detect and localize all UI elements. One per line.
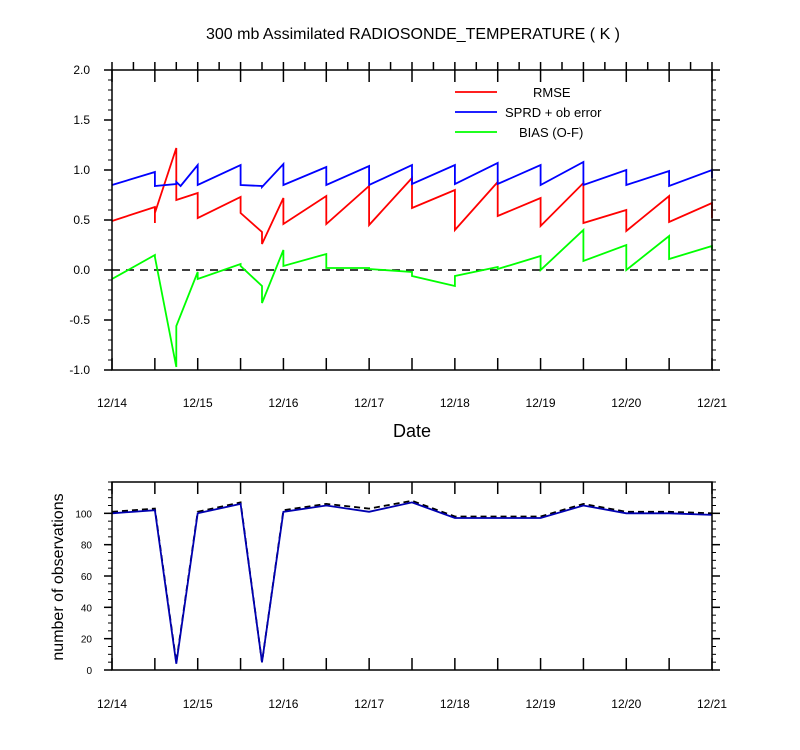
bottom-y-tick-labels: 0 20 40 60 80 100 [75,509,92,677]
series-line-possible [111,499,713,663]
series-line-sprd-ob-error [111,160,713,190]
chart-title: 300 mb Assimilated RADIOSONDE_TEMPERATUR… [206,26,620,43]
legend-label-rmse: RMSE [533,85,571,100]
y-tick-label: 20 [81,635,93,646]
y-tick-label: 100 [75,509,92,520]
top-plot-series [111,147,713,368]
x-tick-label: 12/19 [526,697,556,711]
bottom-x-tick-labels: 12/14 12/15 12/16 12/17 12/18 12/19 12/20 12/21 [97,697,727,711]
series-line-assimilated [111,501,713,664]
y-tick-label: 0 [86,666,92,677]
series-line-rmse [111,147,713,245]
top-plot-ticks [104,62,720,371]
x-tick-label: 12/19 [526,396,556,410]
legend-label-bias: BIAS (O-F) [519,125,583,140]
x-tick-label: 12/21 [697,396,727,410]
x-tick-label: 12/18 [440,396,470,410]
x-tick-label: 12/21 [697,697,727,711]
top-y-tick-labels: -1.0 -0.5 0.0 0.5 1.0 1.5 2.0 [69,63,90,377]
x-tick-label: 12/14 [97,697,127,711]
legend: RMSE SPRD + ob error BIAS (O-F) [455,85,602,140]
series-line-bias-o-f [111,227,713,368]
y-axis-title-observations: number of observations [50,493,67,660]
bottom-plot-frame [111,481,713,671]
y-tick-label: 2.0 [73,63,90,77]
x-tick-label: 12/17 [354,697,384,711]
top-x-tick-labels: 12/14 12/15 12/16 12/17 12/18 12/19 12/20 12/21 [97,396,727,410]
y-tick-label: 1.0 [73,163,90,177]
x-tick-label: 12/16 [268,697,298,711]
y-tick-label: 40 [81,603,93,614]
x-tick-label: 12/15 [183,396,213,410]
y-tick-label: 60 [81,572,93,583]
x-tick-label: 12/20 [611,396,641,410]
x-tick-label: 12/15 [183,697,213,711]
x-tick-label: 12/20 [611,697,641,711]
bottom-plot-ticks [104,481,720,671]
y-tick-label: 80 [81,541,93,552]
top-plot-frame [111,69,713,371]
legend-label-sprd: SPRD + ob error [505,105,602,120]
x-tick-label: 12/16 [268,396,298,410]
x-tick-label: 12/17 [354,396,384,410]
y-tick-label: 0.0 [73,263,90,277]
y-tick-label: -1.0 [69,363,90,377]
x-tick-label: 12/18 [440,697,470,711]
y-tick-label: -0.5 [69,313,90,327]
y-tick-label: 1.5 [73,113,90,127]
x-axis-title: Date [393,421,431,441]
y-tick-label: 0.5 [73,213,90,227]
x-tick-label: 12/14 [97,396,127,410]
bottom-plot-series [111,499,713,664]
